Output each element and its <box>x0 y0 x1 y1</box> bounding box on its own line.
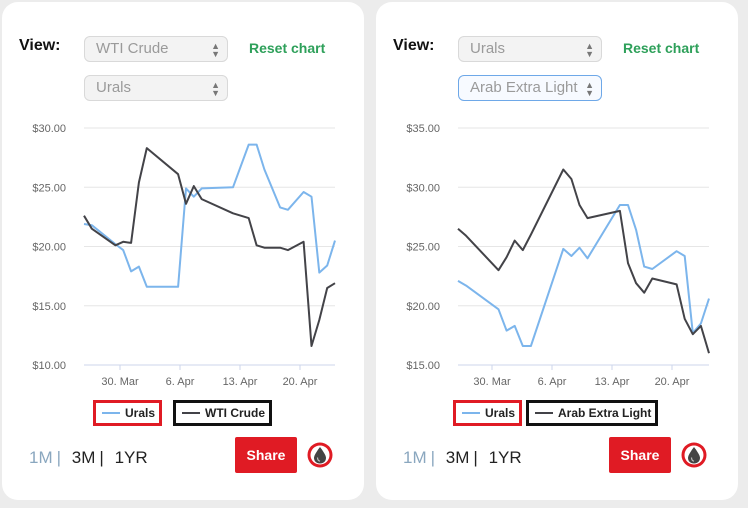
reset-chart-link[interactable]: Reset chart <box>623 40 700 56</box>
range-separator: | <box>430 448 436 467</box>
range-1yr-button[interactable]: 1YR <box>114 448 148 467</box>
legend-item-arab-extra-light[interactable]: Arab Extra Light <box>526 400 659 426</box>
y-tick-label: $35.00 <box>406 123 440 135</box>
select-arrows-icon: ▲ ▼ <box>585 41 594 59</box>
y-tick-label: $10.00 <box>32 360 66 372</box>
range-separator: | <box>56 448 62 467</box>
select-arrows-icon: ▲ ▼ <box>585 80 594 98</box>
series-line-wti-crude[interactable] <box>83 147 336 347</box>
x-tick-label: 13. Apr <box>223 376 258 388</box>
primary-commodity-select[interactable]: Urals ▲ ▼ <box>458 36 602 62</box>
oil-drop-logo-icon[interactable] <box>681 442 707 468</box>
share-button[interactable]: Share <box>235 437 297 473</box>
x-tick-label: 20. Apr <box>655 376 690 388</box>
select-arrows-icon: ▲ ▼ <box>211 41 220 59</box>
oil-drop-logo-icon[interactable] <box>307 442 333 468</box>
range-1m-button[interactable]: 1M <box>29 448 53 467</box>
legend-item-urals[interactable]: Urals <box>93 400 163 426</box>
y-tick-label: $25.00 <box>32 182 66 194</box>
range-selector: 1M | 3M | 1YR <box>29 448 148 468</box>
legend-line-icon <box>462 411 480 414</box>
x-tick-label: 6. Apr <box>166 376 195 388</box>
share-button[interactable]: Share <box>609 437 671 473</box>
range-3m-button[interactable]: 3M <box>71 448 96 467</box>
y-tick-label: $15.00 <box>32 301 66 313</box>
primary-commodity-select[interactable]: WTI Crude ▲ ▼ <box>84 36 228 62</box>
chart-card-right: View: Urals ▲ ▼ Arab Extra Light ▲ ▼ Reset c… <box>376 2 738 500</box>
legend-line-icon <box>182 411 200 414</box>
y-tick-label: $15.00 <box>406 360 440 372</box>
view-label: View: <box>19 37 61 54</box>
secondary-commodity-select[interactable]: Urals ▲ ▼ <box>84 75 228 101</box>
range-1m-button[interactable]: 1M <box>403 448 427 467</box>
x-tick-label: 30. Mar <box>101 376 139 388</box>
y-tick-label: $30.00 <box>406 182 440 194</box>
series-line-arab-extra-light[interactable] <box>457 168 710 354</box>
range-separator: | <box>473 448 478 467</box>
x-tick-label: 30. Mar <box>473 376 511 388</box>
secondary-commodity-select[interactable]: Arab Extra Light ▲ ▼ <box>458 75 602 101</box>
y-tick-label: $20.00 <box>32 242 66 254</box>
y-tick-label: $30.00 <box>32 123 66 135</box>
reset-chart-link[interactable]: Reset chart <box>249 40 326 56</box>
view-label: View: <box>393 37 435 54</box>
legend-line-icon <box>535 411 553 414</box>
range-3m-button[interactable]: 3M <box>445 448 470 467</box>
x-tick-label: 20. Apr <box>283 376 318 388</box>
x-tick-label: 6. Apr <box>538 376 567 388</box>
legend-item-urals[interactable]: Urals <box>453 400 523 426</box>
price-line-chart: $35.00 $30.00 $25.00 $20.00 $15.00 30. Mar 6. … <box>406 123 710 388</box>
series-line-urals[interactable] <box>457 204 710 347</box>
select-arrows-icon: ▲ ▼ <box>211 80 220 98</box>
range-separator: | <box>99 448 104 467</box>
range-1yr-button[interactable]: 1YR <box>488 448 522 467</box>
series-line-urals[interactable] <box>83 143 336 288</box>
x-tick-label: 13. Apr <box>595 376 630 388</box>
y-tick-label: $25.00 <box>406 242 440 254</box>
legend-item-wti-crude[interactable]: WTI Crude <box>173 400 272 426</box>
legend-line-icon <box>102 411 120 414</box>
chart-card-left: View: WTI Crude ▲ ▼ Urals ▲ ▼ Reset chart $3… <box>2 2 364 500</box>
range-selector: 1M | 3M | 1YR <box>403 448 522 468</box>
y-tick-label: $20.00 <box>406 301 440 313</box>
price-line-chart: $30.00 $25.00 $20.00 $15.00 $10.00 30. Mar 6. … <box>32 123 336 388</box>
